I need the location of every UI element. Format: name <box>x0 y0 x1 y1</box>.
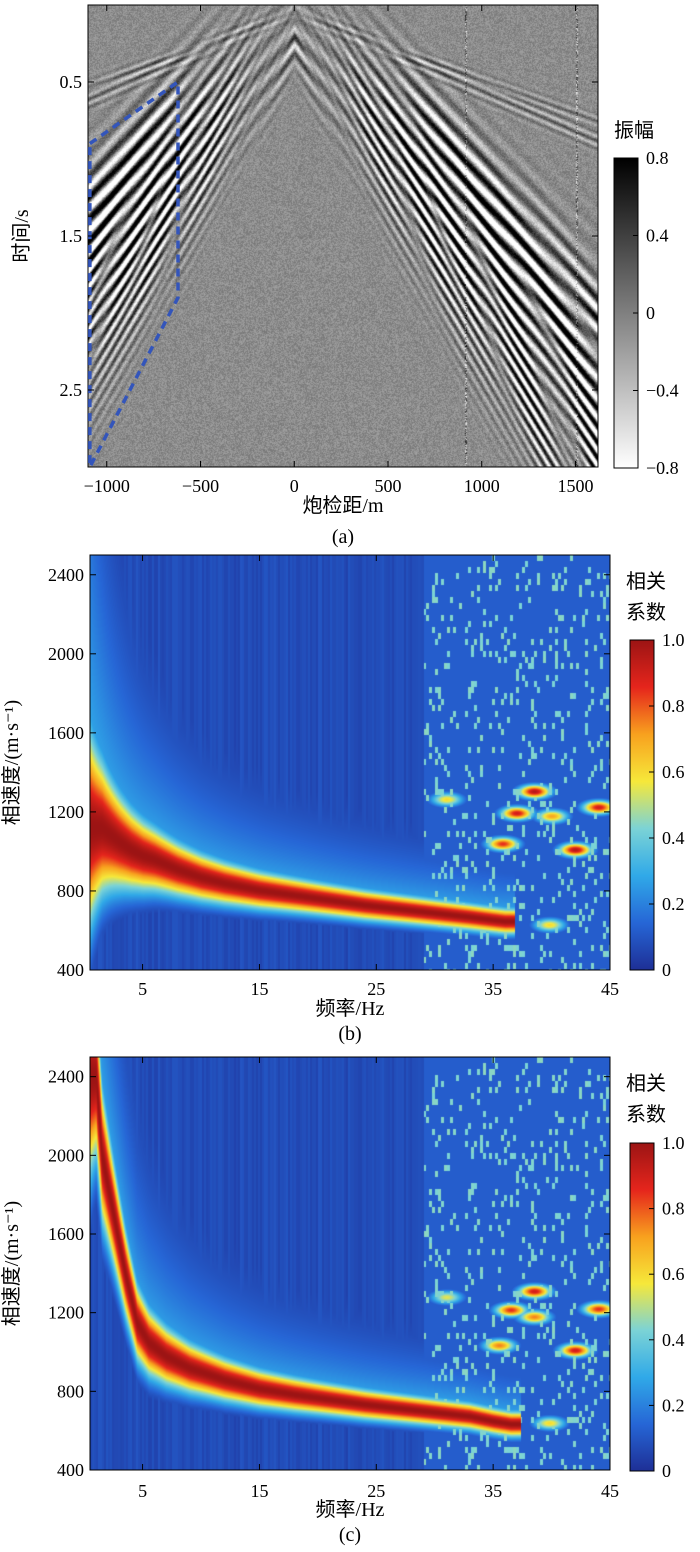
y-tick-label: 1200 <box>48 1303 84 1323</box>
colorbar-tick-label: −0.4 <box>646 381 679 401</box>
colorbar-tick-label: 0 <box>662 1461 671 1481</box>
colorbar-tick-label: 0.4 <box>662 1330 685 1350</box>
panel-caption: (b) <box>338 1023 361 1045</box>
colorbar-tick-label: 0.4 <box>646 226 669 246</box>
x-tick-label: 1500 <box>558 476 594 496</box>
x-tick-label: 45 <box>601 979 619 999</box>
panel-caption: (c) <box>339 1524 361 1546</box>
colorbar-title: 振幅 <box>614 119 654 142</box>
colorbar-title-line: 系数 <box>626 1103 666 1126</box>
colorbar-title-line: 相关 <box>626 1072 666 1095</box>
x-tick-label: 25 <box>367 1481 385 1501</box>
colorbar <box>629 1142 655 1472</box>
colorbar-tick-label: 0.6 <box>662 762 685 782</box>
x-tick-label: 45 <box>601 1481 619 1501</box>
colorbar-tick-label: 0 <box>646 303 655 323</box>
colorbar-tick-label: 1.0 <box>662 1133 685 1153</box>
y-tick-label: 0.5 <box>60 72 83 92</box>
y-tick-label: 800 <box>57 1381 84 1401</box>
y-tick-label: 1200 <box>48 802 84 822</box>
selection-window <box>88 78 180 468</box>
colorbar-tick-label: 0.2 <box>662 894 685 914</box>
colorbar-tick-label: 1.0 <box>662 630 685 650</box>
heatmap-image-b <box>90 555 610 970</box>
x-tick-label: 15 <box>250 979 268 999</box>
y-tick-label: 2000 <box>48 1145 84 1165</box>
y-axis-label: 时间/s <box>10 209 33 263</box>
x-tick-label: 0 <box>290 476 299 496</box>
x-axis-label: 频率/Hz <box>316 1498 385 1521</box>
colorbar-tick-label: 0.8 <box>662 1199 685 1219</box>
y-axis-label: 相速度/(m·s⁻¹) <box>0 1201 23 1326</box>
colorbar <box>629 639 655 971</box>
colorbar-tick-label: 0.2 <box>662 1395 685 1415</box>
x-axis-label: 炮检距/m <box>302 494 384 517</box>
panel-caption: (a) <box>332 526 354 548</box>
y-tick-label: 1600 <box>48 1224 84 1244</box>
plot-frame <box>89 1056 611 1471</box>
x-tick-label: −1000 <box>84 476 130 496</box>
x-tick-label: 5 <box>138 979 147 999</box>
colorbar-tick-label: −0.8 <box>646 458 679 478</box>
colorbar-title-line: 相关 <box>626 570 666 593</box>
y-tick-label: 2400 <box>48 1067 84 1087</box>
panel-a: −1000 −500 0 500 1000 1500 0.5 1.5 2.5 炮检距/m 时间/s (… <box>10 4 679 548</box>
colorbar-tick-label: 0.8 <box>646 148 669 168</box>
x-axis-label: 频率/Hz <box>316 997 385 1020</box>
x-tick-label: 25 <box>367 979 385 999</box>
x-tick-label: 35 <box>484 1481 502 1501</box>
plot-frame <box>89 554 611 971</box>
colorbar-title-line: 系数 <box>626 601 666 624</box>
x-tick-label: 15 <box>250 1481 268 1501</box>
x-tick-label: 1000 <box>464 476 500 496</box>
colorbar-tick-label: 0 <box>662 960 671 980</box>
panel-c: 5 15 25 35 45 400 800 1200 1600 2000 2400 频率/Hz 相速度/… <box>0 1056 685 1546</box>
heatmap-image-c <box>90 1057 610 1470</box>
heatmap-image-a <box>88 5 598 467</box>
y-tick-label: 1600 <box>48 723 84 743</box>
panel-b: 5 15 25 35 45 400 800 1200 1600 2000 2400 频率/Hz 相速度/… <box>0 554 685 1045</box>
x-tick-label: 5 <box>138 1481 147 1501</box>
y-axis-label: 相速度/(m·s⁻¹) <box>0 700 23 825</box>
y-tick-label: 800 <box>57 881 84 901</box>
y-tick-label: 1.5 <box>60 226 83 246</box>
colorbar-tick-label: 0.6 <box>662 1264 685 1284</box>
x-tick-label: −500 <box>182 476 219 496</box>
y-tick-label: 2000 <box>48 644 84 664</box>
y-tick-label: 2.5 <box>60 380 83 400</box>
y-tick-label: 400 <box>57 960 84 980</box>
colorbar-tick-label: 0.4 <box>662 828 685 848</box>
x-tick-label: 500 <box>375 476 402 496</box>
y-tick-label: 400 <box>57 1460 84 1480</box>
y-tick-label: 2400 <box>48 565 84 585</box>
colorbar-tick-label: 0.8 <box>662 696 685 716</box>
x-tick-label: 35 <box>484 979 502 999</box>
